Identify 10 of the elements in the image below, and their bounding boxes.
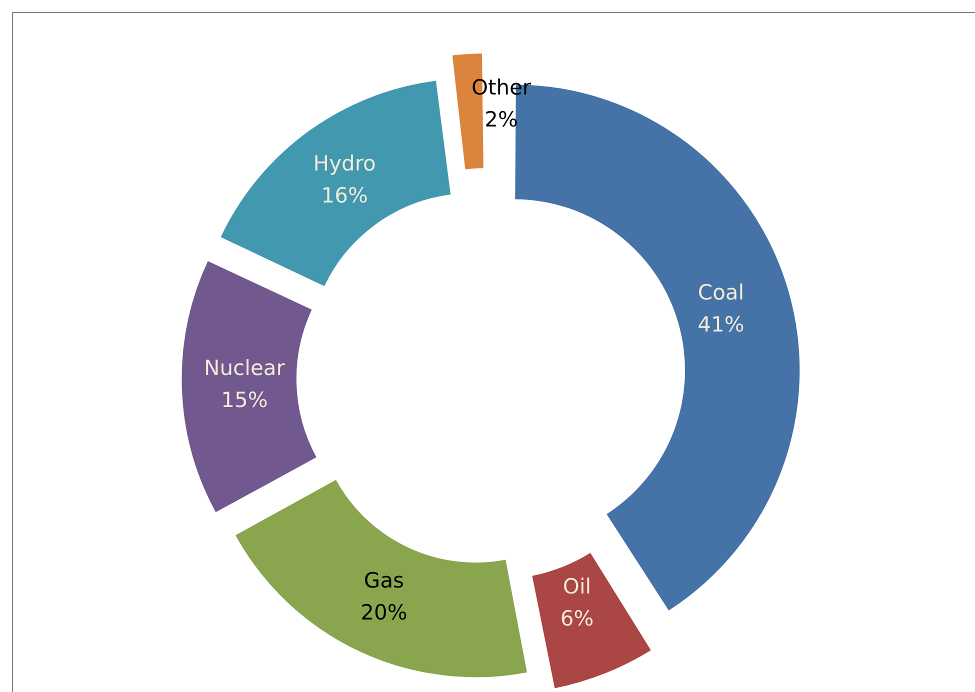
slice-label: Coal xyxy=(698,280,744,305)
slice-label: Oil xyxy=(562,574,592,599)
data-label: 6% xyxy=(560,606,594,631)
slice-label: Hydro xyxy=(313,152,376,176)
data-label: 15% xyxy=(221,388,268,412)
slice-label: Nuclear xyxy=(204,356,286,380)
data-label: 20% xyxy=(360,600,408,624)
slice-label: Gas xyxy=(364,568,404,592)
data-label: 41% xyxy=(698,312,744,337)
data-label: 16% xyxy=(321,184,368,208)
